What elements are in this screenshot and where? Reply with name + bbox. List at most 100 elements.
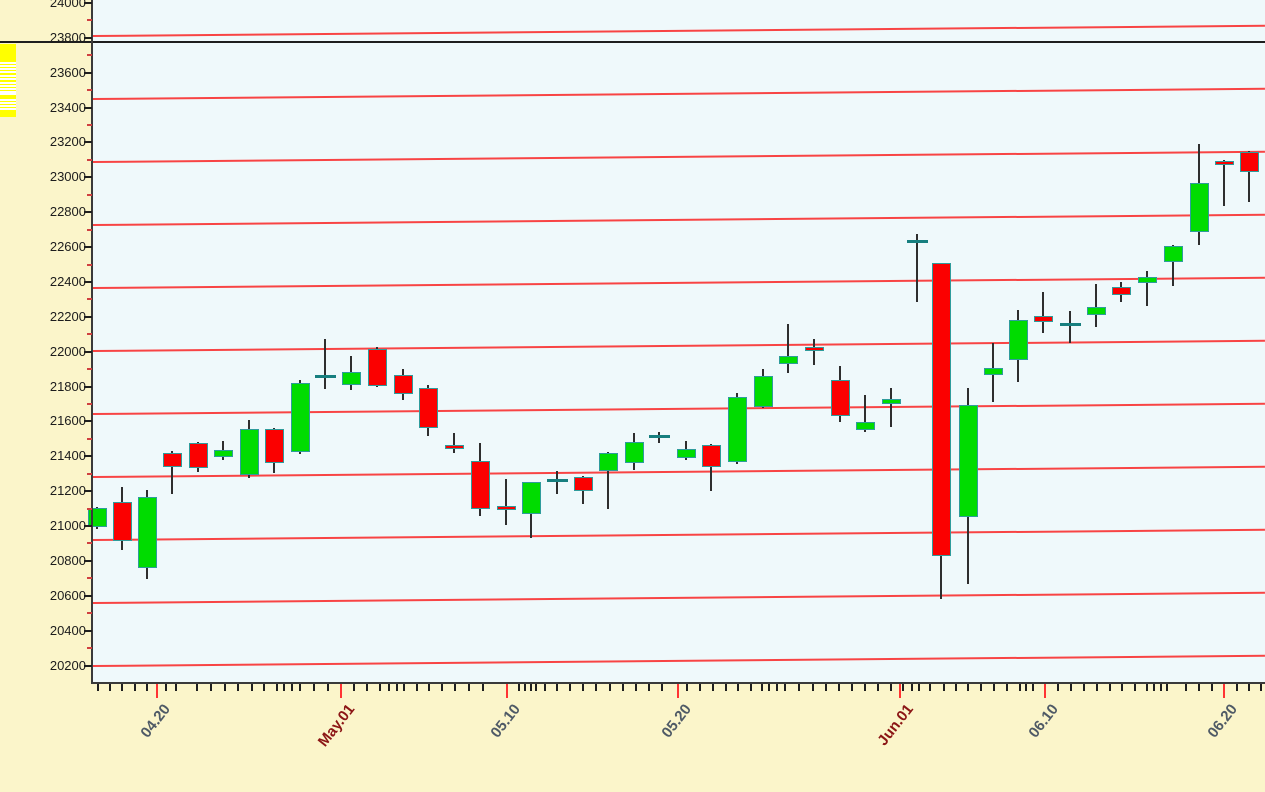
candlestick-up[interactable] <box>676 449 696 459</box>
candlestick-down[interactable] <box>112 501 132 541</box>
candlestick-up[interactable] <box>1086 307 1106 316</box>
x-axis-line <box>91 682 1265 684</box>
x-minor-tick <box>609 684 611 691</box>
candlestick-doji-mark[interactable] <box>314 375 336 379</box>
candlestick-up[interactable] <box>341 371 361 385</box>
candle-wick <box>324 338 326 389</box>
candlestick-up[interactable] <box>778 355 798 364</box>
candlestick-down[interactable] <box>830 379 850 416</box>
x-minor-tick <box>291 684 293 691</box>
x-tick-label-0510: 05.10 <box>487 701 525 742</box>
marker-stripe <box>0 108 16 110</box>
candlestick-down[interactable] <box>931 263 951 556</box>
candlestick-down[interactable] <box>470 461 490 509</box>
candlestick-down[interactable] <box>804 346 824 351</box>
candle-wick <box>556 471 558 494</box>
x-minor-tick <box>263 684 265 691</box>
candlestick-down[interactable] <box>1033 316 1053 322</box>
candlestick-up[interactable] <box>1163 246 1183 263</box>
candlestick-up[interactable] <box>624 442 644 464</box>
y-major-tick <box>84 246 92 249</box>
marker-stripe <box>0 65 16 67</box>
y-minor-tick <box>87 472 92 475</box>
candlestick-down[interactable] <box>1239 152 1259 172</box>
candlestick-up[interactable] <box>855 422 875 431</box>
candle-wick <box>1223 159 1225 206</box>
candlestick-down[interactable] <box>188 443 208 469</box>
left-highlight-marker <box>0 44 16 117</box>
candlestick-up[interactable] <box>958 405 978 517</box>
candlestick-up[interactable] <box>290 382 310 453</box>
x-minor-tick <box>750 684 752 691</box>
candlestick-down[interactable] <box>367 348 387 386</box>
candlestick-down[interactable] <box>573 477 593 492</box>
candle-wick <box>1095 284 1097 327</box>
x-minor-tick <box>109 684 111 691</box>
x-minor-tick <box>761 684 763 691</box>
y-minor-tick <box>87 54 92 57</box>
candlestick-down[interactable] <box>1214 160 1234 165</box>
x-minor-tick <box>1057 684 1059 691</box>
candlestick-up[interactable] <box>881 398 901 404</box>
y-tick-label: 23600 <box>49 64 86 80</box>
x-minor-tick <box>97 684 99 691</box>
candlestick-down[interactable] <box>418 387 438 429</box>
y-minor-tick <box>87 542 92 545</box>
candlestick-up[interactable] <box>521 482 541 514</box>
candlestick-doji-mark[interactable] <box>546 479 568 483</box>
x-minor-tick <box>1134 684 1136 691</box>
x-minor-tick <box>768 684 770 691</box>
candlestick-up[interactable] <box>213 450 233 458</box>
candlestick-up[interactable] <box>239 429 259 476</box>
candlestick-up[interactable] <box>137 496 157 569</box>
candlestick-down[interactable] <box>444 445 464 450</box>
x-minor-tick <box>980 684 982 691</box>
x-minor-tick <box>890 684 892 691</box>
candlestick-down[interactable] <box>264 429 284 464</box>
candlestick-doji-mark[interactable] <box>906 240 928 243</box>
candlestick-down[interactable] <box>701 445 721 468</box>
x-minor-tick <box>210 684 212 691</box>
candlestick-up[interactable] <box>598 453 618 472</box>
x-major-tick <box>899 684 901 698</box>
candlestick-doji-mark[interactable] <box>1059 322 1081 326</box>
y-tick-label: 23200 <box>49 134 86 150</box>
candlestick-doji-mark[interactable] <box>648 435 670 439</box>
y-major-tick <box>84 36 92 39</box>
x-minor-tick <box>388 684 390 691</box>
x-minor-tick <box>1248 684 1250 691</box>
x-minor-tick <box>967 684 969 691</box>
y-tick-label: 21200 <box>49 483 86 499</box>
y-tick-label: 20200 <box>49 657 86 673</box>
y-major-tick <box>84 71 92 74</box>
candlestick-up[interactable] <box>727 397 747 463</box>
x-minor-tick <box>468 684 470 691</box>
candle-wick <box>1172 244 1174 287</box>
x-minor-tick <box>251 684 253 691</box>
candlestick-up[interactable] <box>1189 182 1209 232</box>
x-minor-tick <box>838 684 840 691</box>
x-minor-tick <box>1096 684 1098 691</box>
x-minor-tick <box>134 684 136 691</box>
x-major-tick <box>677 684 679 698</box>
candlestick-up[interactable] <box>1137 277 1157 284</box>
y-major-tick <box>84 141 92 144</box>
x-minor-tick <box>299 684 301 691</box>
x-minor-tick <box>1185 684 1187 691</box>
candlestick-down[interactable] <box>162 453 182 468</box>
y-minor-tick <box>87 124 92 127</box>
x-minor-tick <box>441 684 443 691</box>
candlestick-up[interactable] <box>1008 320 1028 360</box>
y-major-tick <box>84 455 92 458</box>
x-minor-tick <box>877 684 879 691</box>
x-minor-tick <box>737 684 739 691</box>
y-tick-label: 23400 <box>49 99 86 115</box>
candle-wick <box>171 451 173 494</box>
candlestick-down[interactable] <box>1111 287 1131 296</box>
y-tick-label: 20400 <box>49 622 86 638</box>
candlestick-up[interactable] <box>753 375 773 407</box>
candlestick-down[interactable] <box>496 505 516 510</box>
candlestick-down[interactable] <box>393 374 413 394</box>
candlestick-up[interactable] <box>983 367 1003 375</box>
